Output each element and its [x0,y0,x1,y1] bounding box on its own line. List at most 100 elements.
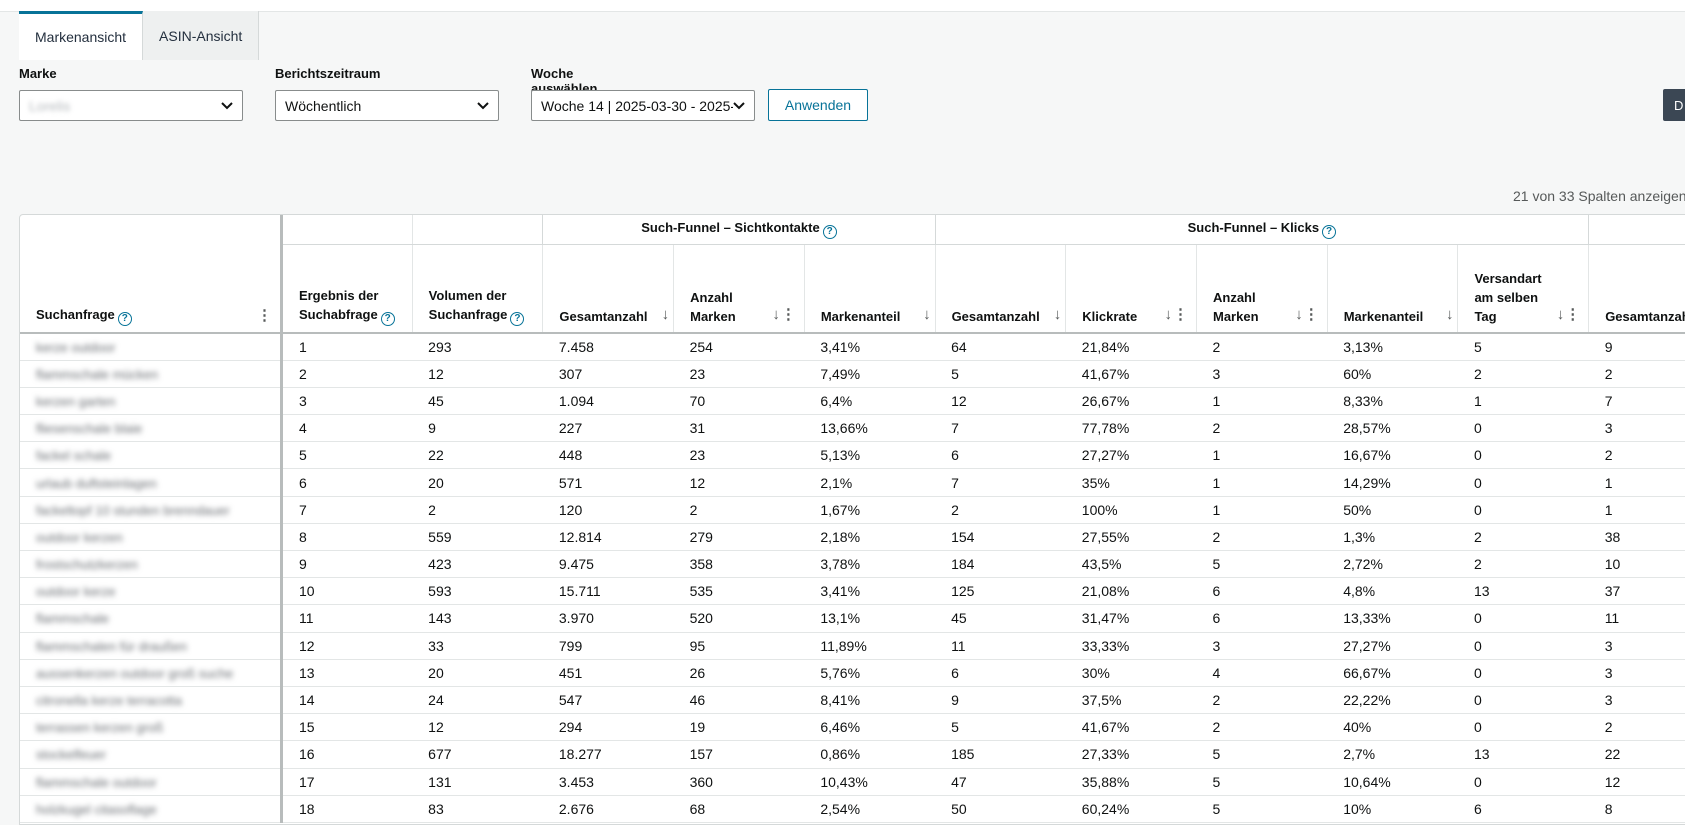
query-cell[interactable]: fackel schale [20,441,283,470]
table-row[interactable]: fliesenschale blaie 4 9 227 31 13,66% 7 77,78% 2… [20,414,1685,443]
period-filter: Berichtszeitraum Wöchentlich [275,66,499,121]
week-select[interactable]: Woche 14 | 2025-03-30 - 2025-04-05 [531,90,755,121]
col-header-clk-rate[interactable]: Klickrate ↓ ⋮ [1065,244,1197,334]
col-header-rank[interactable]: Ergebnis der Suchabfrage? [281,244,413,334]
table-row[interactable]: fackel schale 5 22 448 23 5,13% 6 27,27% 1 16,67%… [20,441,1685,470]
col-header-imp-brands[interactable]: Anzahl Marken ↓ ⋮ [673,244,805,334]
help-icon[interactable]: ? [822,224,837,239]
col-header-next-total[interactable]: Gesamtanzahl [1588,244,1685,334]
table-row[interactable]: urlaub duftsteinlagen 6 20 571 12 2,1% 7 35% 1 14… [20,468,1685,497]
table-row[interactable]: stockelfeuer 16 677 18.277 157 0,86% 185 27,33%… [20,740,1685,769]
table-cell: 5 [1457,333,1589,361]
help-icon[interactable]: ? [1322,224,1337,239]
query-cell[interactable]: terrassen kerzen groß [20,713,283,742]
query-cell[interactable]: kerzen garten [20,387,283,416]
col-header-clk-share[interactable]: Markenanteil ↓ [1327,244,1459,334]
table-row[interactable]: flammschale 11 143 3.970 520 13,1% 45 31,47% 6 13… [20,604,1685,633]
table-row[interactable]: flammschalen für draußen 12 33 799 95 11,89% 1… [20,632,1685,660]
query-cell[interactable]: holzkugel citasoflage [20,795,283,823]
period-filter-label: Berichtszeitraum [275,66,381,81]
col-header-clk-sameday[interactable]: Versandart am selben Tag ↓ ⋮ [1457,244,1590,334]
query-cell[interactable]: stockelfeuer [20,740,283,769]
table-row[interactable]: outdoor kerze 10 593 15.711 535 3,41% 125 21,08… [20,577,1685,606]
table-row[interactable]: kerze outdoor 1 293 7.458 254 3,41% 64 21,84% 2 3… [20,333,1685,361]
brand-select-value: Lorelis [29,97,71,114]
sort-arrow-down-icon[interactable]: ↓ [923,306,931,323]
col-header-volume[interactable]: Volumen der Suchanfrage? [412,244,544,334]
table-cell: 9 [412,414,543,443]
table-cell: 0 [1457,414,1589,443]
sort-arrow-down-icon[interactable]: ↓ [1053,306,1062,323]
table-cell: 2 [281,360,413,388]
sort-arrow-down-icon[interactable]: ↓ [1556,306,1565,323]
download-button[interactable]: D [1663,89,1685,121]
table-cell: 3,41% [804,333,936,361]
table-row[interactable]: flammschale mücken 2 12 307 23 7,49% 5 41,67% 3 6… [20,360,1685,388]
column-count-link[interactable]: 21 von 33 Spalten anzeigen [1513,188,1685,204]
table-cell: 3 [281,387,413,416]
table-cell: 28,57% [1327,414,1458,443]
table-cell: 3,41% [804,577,936,606]
help-icon[interactable]: ? [380,312,395,326]
table-row[interactable]: kerzen garten 3 45 1.094 70 6,4% 12 26,67% 1 8,33… [20,387,1685,416]
column-menu-icon[interactable]: ⋮ [1303,306,1319,323]
query-cell[interactable]: fackeltopf 10 stunden brenndauer [20,496,283,524]
table-row[interactable]: flammschale outdoor 17 131 3.453 360 10,43% 47… [20,768,1685,796]
period-select[interactable]: Wöchentlich [275,90,499,121]
query-cell[interactable]: flammschale outdoor [20,768,283,796]
table-row[interactable]: citronella kerze terracotta 14 24 547 46 8,41… [20,686,1685,715]
table-row[interactable]: frostschutzkerzen 9 423 9.475 358 3,78% 184 43,… [20,550,1685,579]
query-cell[interactable]: outdoor kerzen [20,523,283,552]
query-cell[interactable]: flammschalen für draußen [20,632,283,660]
table-row[interactable]: terrassen kerzen groß 15 12 294 19 6,46% 5 41,6… [20,713,1685,742]
col-header-imp-share[interactable]: Markenanteil ↓ [804,244,936,334]
col-header-clk-total[interactable]: Gesamtanzahl ↓ [935,244,1067,334]
query-cell[interactable]: fliesenschale blaie [20,414,283,443]
period-select-value: Wöchentlich [285,97,362,114]
table-cell: 22 [1588,740,1685,769]
apply-button[interactable]: Anwenden [768,89,868,121]
query-cell[interactable]: kerze outdoor [20,333,283,361]
sort-arrow-down-icon[interactable]: ↓ [1295,306,1303,323]
table-cell: 47 [935,768,1066,796]
sort-arrow-down-icon[interactable]: ↓ [772,306,780,323]
table-cell: 3 [1196,360,1328,388]
query-cell[interactable]: urlaub duftsteinlagen [20,468,283,497]
tab-brand-view[interactable]: Markenansicht [19,11,144,60]
sort-arrow-down-icon[interactable]: ↓ [661,306,670,323]
table-cell: 18.277 [542,740,674,769]
query-cell[interactable]: aussenkerzen outdoor groß suche [20,659,283,687]
query-cell[interactable]: frostschutzkerzen [20,550,283,579]
col-header-query[interactable]: Suchanfrage? ⋮ [20,215,283,334]
help-icon[interactable]: ? [510,312,525,326]
table-cell: 21,84% [1065,333,1197,361]
table-cell: 37 [1588,577,1685,606]
table-cell: 2,54% [804,795,936,823]
table-cell: 1,67% [804,496,936,524]
table-row[interactable]: outdoor kerzen 8 559 12.814 279 2,18% 154 27,55… [20,523,1685,552]
table-cell: 83 [412,795,543,823]
table-cell: 307 [542,360,674,388]
column-menu-icon[interactable]: ⋮ [1173,306,1188,323]
brand-select[interactable]: Lorelis [19,90,243,121]
tab-asin-view[interactable]: ASIN-Ansicht [143,11,260,60]
col-header-clk-brands[interactable]: Anzahl Marken ↓ ⋮ [1196,244,1328,334]
col-header-imp-total[interactable]: Gesamtanzahl ↓ [542,244,675,334]
table-cell: 3 [1588,686,1685,715]
column-menu-icon[interactable]: ⋮ [256,307,272,324]
table-row[interactable]: aussenkerzen outdoor groß suche 13 20 451 26… [20,659,1685,687]
sort-arrow-down-icon[interactable]: ↓ [1445,306,1454,323]
table-cell: 37,5% [1065,686,1197,715]
help-icon[interactable]: ? [117,312,132,326]
query-cell[interactable]: flammschale mücken [20,360,283,388]
query-cell[interactable]: outdoor kerze [20,577,283,606]
query-cell[interactable]: flammschale [20,604,283,633]
column-menu-icon[interactable]: ⋮ [1565,306,1581,323]
column-menu-icon[interactable]: ⋮ [780,306,796,323]
query-cell[interactable]: citronella kerze terracotta [20,686,283,715]
table-row[interactable]: holzkugel citasoflage 18 83 2.676 68 2,54% 50 6… [20,795,1685,823]
table-cell: 2 [1196,414,1328,443]
table-row[interactable]: fackeltopf 10 stunden brenndauer 7 2 120 2 1,… [20,496,1685,524]
sort-arrow-down-icon[interactable]: ↓ [1164,306,1173,323]
table-cell: 3 [1588,414,1685,443]
